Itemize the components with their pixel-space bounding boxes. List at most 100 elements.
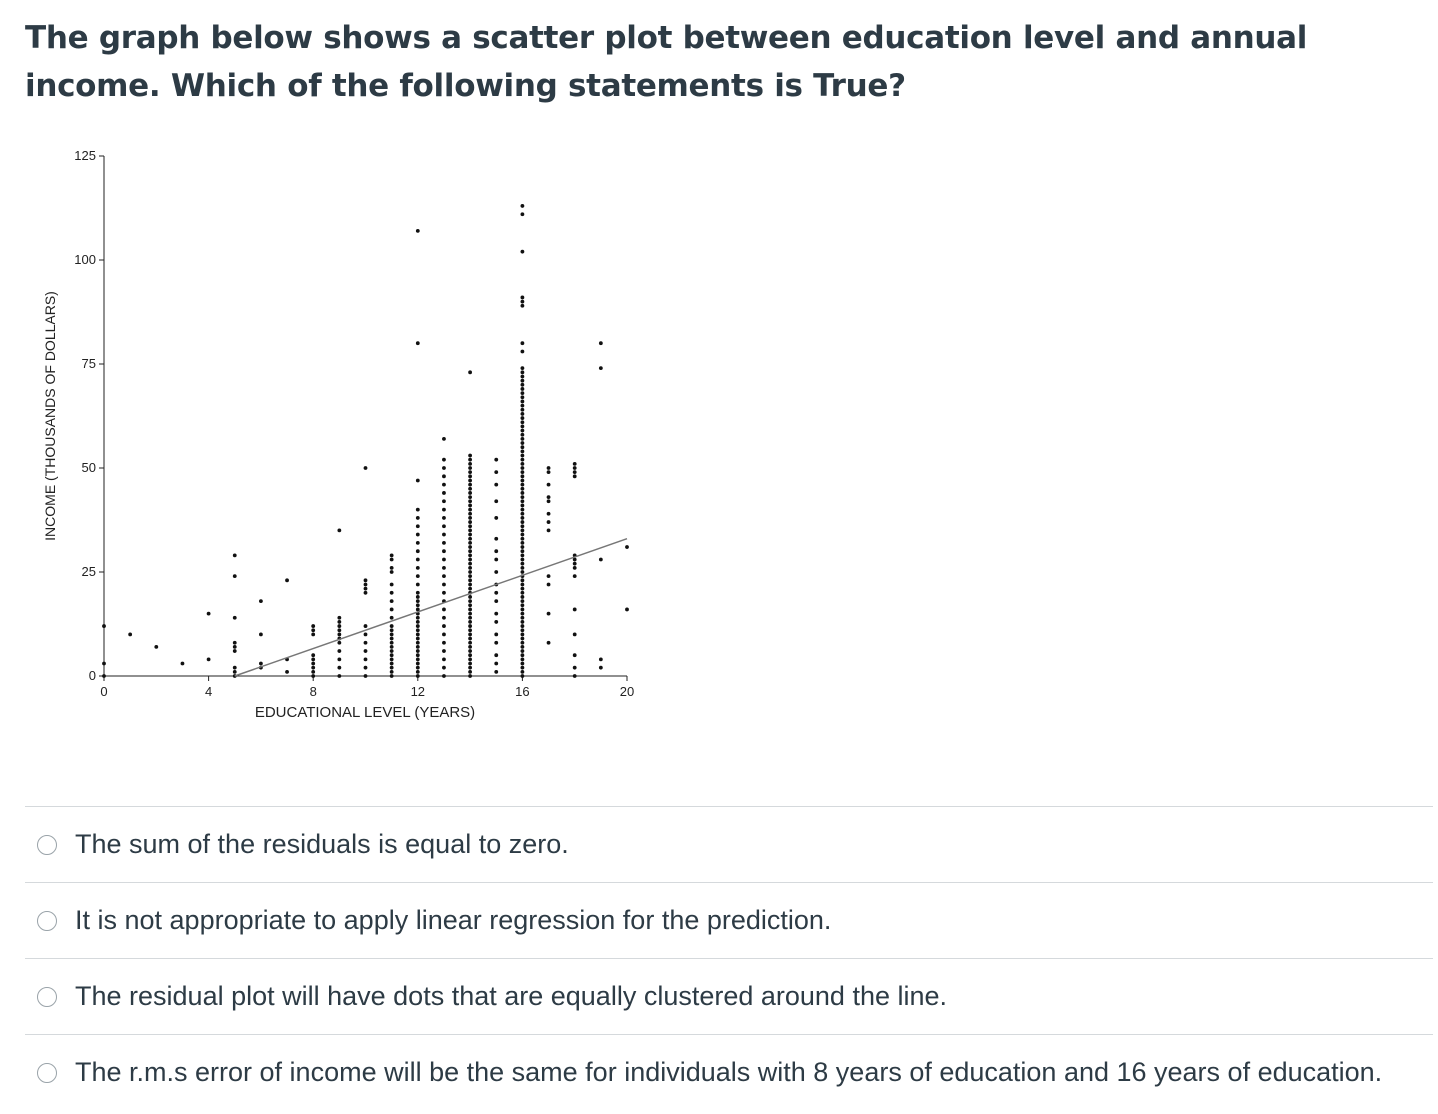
data-point <box>389 632 394 637</box>
data-point <box>468 540 472 545</box>
data-point <box>415 665 420 670</box>
data-point <box>468 649 472 653</box>
data-point <box>442 632 446 637</box>
radio-button[interactable] <box>37 834 57 855</box>
data-point <box>520 561 525 566</box>
data-point <box>494 653 499 658</box>
data-point <box>572 607 577 612</box>
data-point <box>520 649 525 653</box>
y-tick-label: 50 <box>82 460 96 475</box>
data-point <box>468 653 472 658</box>
data-point <box>389 553 394 558</box>
data-point <box>415 557 420 562</box>
data-point <box>337 632 342 637</box>
answer-option-4[interactable]: The r.m.s error of income will be the sa… <box>25 1034 1433 1110</box>
data-point <box>468 607 472 612</box>
data-point <box>520 607 525 612</box>
data-point <box>468 549 472 554</box>
data-point <box>232 665 237 670</box>
data-point <box>572 557 577 562</box>
answer-option-3[interactable]: The residual plot will have dots that ar… <box>25 958 1433 1034</box>
data-point <box>415 669 420 674</box>
data-point <box>468 603 472 608</box>
data-point <box>546 511 551 516</box>
data-point <box>337 649 342 653</box>
data-point <box>598 366 603 371</box>
data-point <box>415 341 420 346</box>
data-point <box>442 624 446 628</box>
data-point <box>520 420 525 425</box>
data-point <box>415 507 420 512</box>
data-point <box>363 578 368 583</box>
data-point <box>520 470 525 475</box>
data-point <box>468 478 472 483</box>
data-point <box>415 674 420 678</box>
data-point <box>337 528 342 533</box>
radio-button[interactable] <box>37 910 57 931</box>
data-point <box>389 590 394 595</box>
data-point <box>598 657 603 662</box>
data-point <box>520 524 525 529</box>
data-point <box>520 565 525 570</box>
answer-option-1[interactable]: The sum of the residuals is equal to zer… <box>25 806 1433 882</box>
data-point <box>468 545 472 549</box>
data-point <box>520 507 525 512</box>
data-point <box>232 649 237 653</box>
data-point <box>494 482 499 487</box>
data-point <box>520 540 525 545</box>
data-point <box>520 341 525 346</box>
data-point <box>415 549 420 554</box>
data-point <box>520 457 525 462</box>
data-point <box>363 590 368 595</box>
data-point <box>468 615 472 620</box>
data-point <box>389 649 394 653</box>
data-point <box>389 674 394 678</box>
data-point <box>468 503 472 508</box>
data-point <box>363 582 368 587</box>
data-point <box>572 632 577 637</box>
data-point <box>389 665 394 670</box>
x-tick-label: 20 <box>620 684 634 699</box>
data-point <box>494 557 499 562</box>
data-point <box>442 436 446 441</box>
data-point <box>520 624 525 628</box>
data-point <box>389 657 394 662</box>
data-point <box>442 557 446 562</box>
data-point <box>520 491 525 495</box>
data-point <box>389 565 394 570</box>
y-axis-title: INCOME (THOUSANDS OF DOLLARS) <box>42 291 58 541</box>
data-point <box>363 640 368 645</box>
data-point <box>468 495 472 500</box>
data-point <box>520 669 525 674</box>
answer-option-2[interactable]: It is not appropriate to apply linear re… <box>25 882 1433 958</box>
data-point <box>468 665 472 670</box>
data-point <box>415 595 420 599</box>
data-point <box>389 599 394 604</box>
x-tick-label: 16 <box>515 684 529 699</box>
data-point <box>520 495 525 500</box>
data-point <box>520 374 525 379</box>
y-tick-label: 100 <box>74 252 96 267</box>
data-point <box>363 665 368 670</box>
data-point <box>520 478 525 483</box>
data-point <box>520 599 525 604</box>
data-point <box>337 615 342 620</box>
radio-button[interactable] <box>37 1062 57 1083</box>
data-point <box>468 457 472 462</box>
data-point <box>442 466 446 470</box>
data-point <box>389 615 394 620</box>
data-point <box>520 661 525 666</box>
data-point <box>520 461 525 466</box>
data-point <box>520 503 525 508</box>
data-point <box>363 632 368 637</box>
radio-button[interactable] <box>37 986 57 1007</box>
y-tick-label: 25 <box>82 564 96 579</box>
data-point <box>389 570 394 574</box>
data-point <box>520 536 525 541</box>
data-point <box>311 674 316 678</box>
data-point <box>389 653 394 658</box>
data-point <box>232 574 237 579</box>
data-point <box>102 624 106 628</box>
data-point <box>546 470 551 475</box>
data-point <box>415 661 420 666</box>
